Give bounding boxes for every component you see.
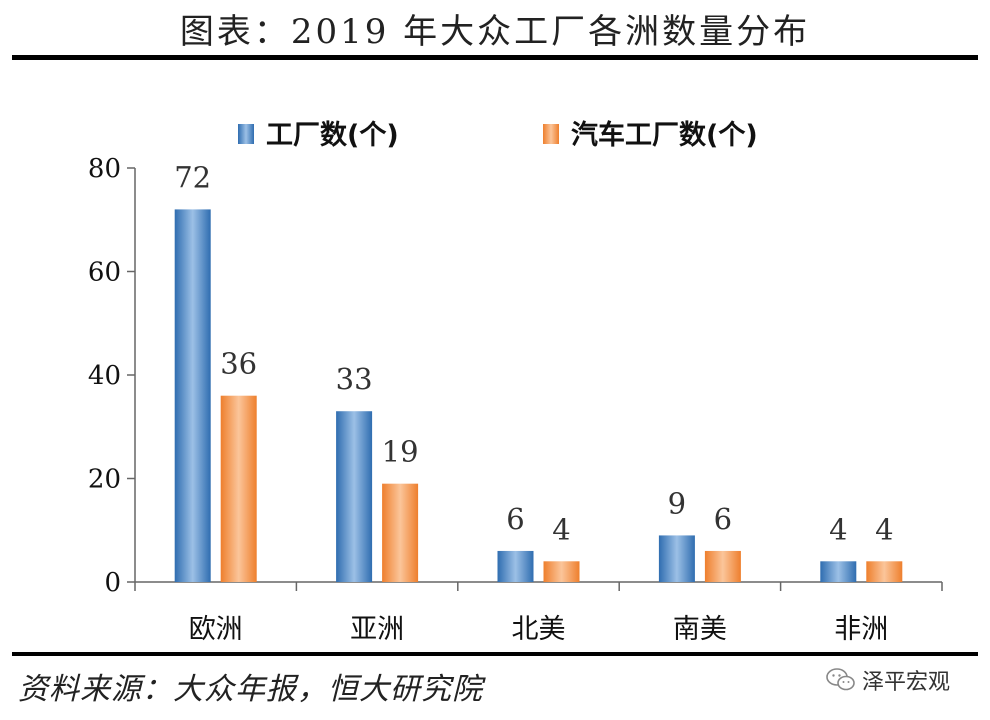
bar <box>336 411 373 582</box>
bar <box>543 561 580 582</box>
y-tick-label: 80 <box>88 154 121 184</box>
bar <box>704 550 741 582</box>
data-label: 4 <box>552 512 570 546</box>
bar <box>174 209 211 582</box>
data-label: 36 <box>220 347 257 381</box>
y-tick-label: 0 <box>104 568 121 598</box>
data-label: 33 <box>336 362 373 396</box>
x-category-label: 南美 <box>673 614 727 645</box>
data-label: 4 <box>829 512 847 546</box>
y-tick-label: 60 <box>88 258 121 288</box>
watermark: 泽平宏观 <box>826 664 950 696</box>
data-label: 19 <box>382 435 419 469</box>
data-label: 9 <box>668 486 686 520</box>
watermark-text: 泽平宏观 <box>862 670 951 695</box>
bar <box>220 395 257 582</box>
source-note: 资料来源：大众年报，恒大研究院 <box>18 672 483 707</box>
legend-label: 汽车工厂数(个) <box>571 119 758 151</box>
y-tick-label: 40 <box>88 361 121 391</box>
bar <box>658 535 695 582</box>
x-category-label: 亚洲 <box>350 614 404 645</box>
data-label: 4 <box>875 512 893 546</box>
legend-label: 工厂数(个) <box>266 120 399 151</box>
bottom-rule <box>12 652 978 656</box>
legend-swatch <box>238 124 254 144</box>
bar <box>820 561 857 582</box>
x-category-label: 非洲 <box>834 614 888 645</box>
data-label: 72 <box>174 160 211 194</box>
data-label: 6 <box>506 502 524 536</box>
x-category-label: 欧洲 <box>189 614 243 645</box>
wechat-icon <box>826 668 855 691</box>
bar <box>382 483 419 582</box>
y-tick-label: 20 <box>88 465 121 495</box>
legend-swatch <box>543 124 559 144</box>
chart-title: 图表：2019 年大众工厂各洲数量分布 <box>179 12 811 52</box>
bar <box>497 550 534 582</box>
data-label: 6 <box>714 502 732 536</box>
axes: 0 20 40 60 80 欧洲 亚洲 北美 南美 非洲 <box>88 154 943 645</box>
bar-chart: 工厂数(个) 汽车工厂数(个) 0 20 40 60 80 欧洲 亚洲 北美 南美 非洲 72 33 6… <box>88 119 943 645</box>
legend: 工厂数(个) 汽车工厂数(个) <box>238 119 758 151</box>
x-category-label: 北美 <box>512 614 566 645</box>
bars <box>174 209 903 582</box>
top-rule <box>12 55 978 60</box>
bar <box>866 561 903 582</box>
